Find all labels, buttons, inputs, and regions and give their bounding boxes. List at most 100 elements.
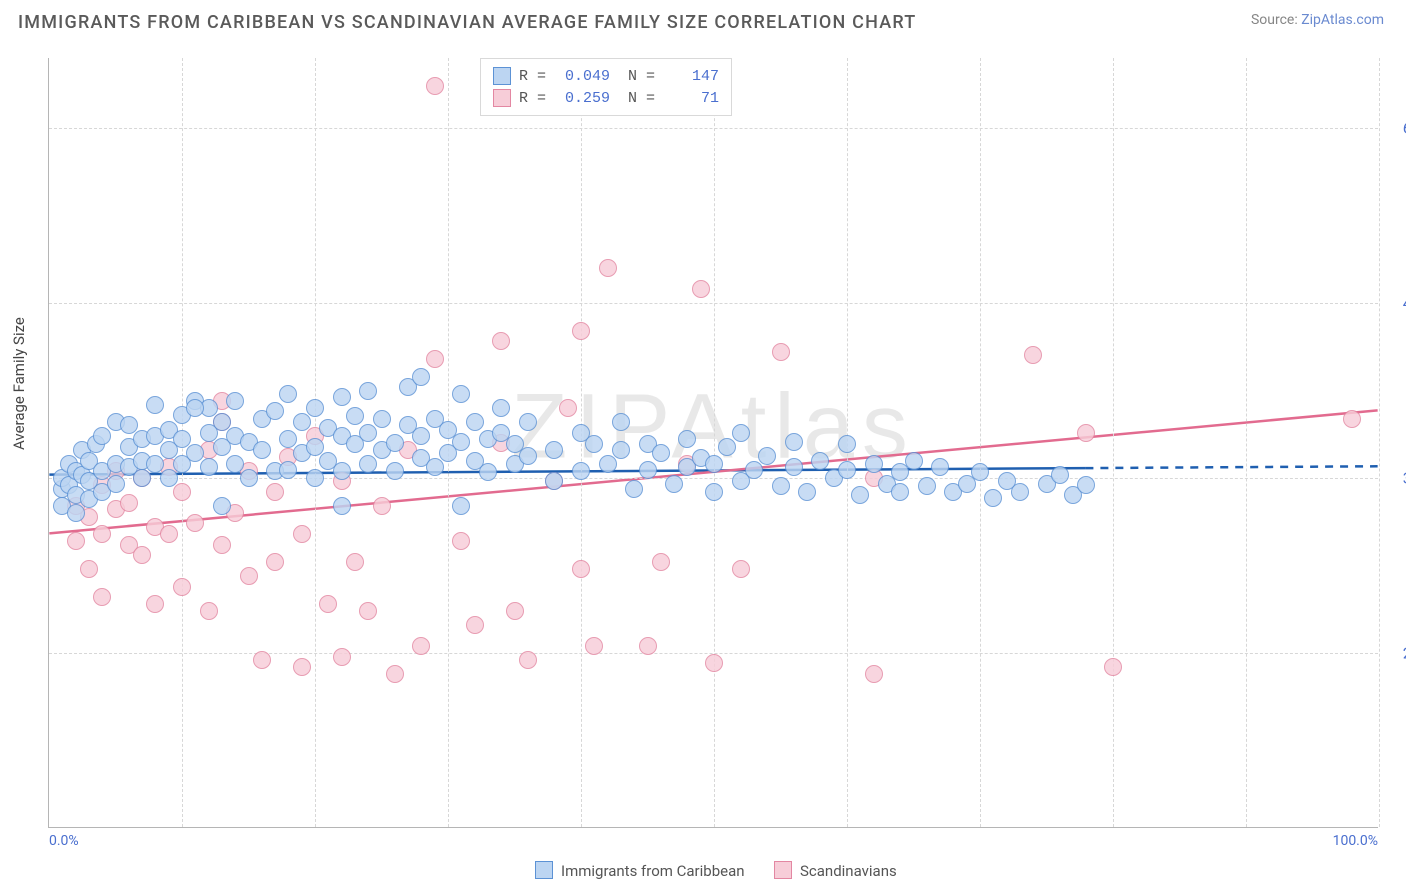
point-caribbean: [838, 461, 856, 479]
point-scandinavian: [266, 553, 284, 571]
point-scandinavian: [705, 654, 723, 672]
chart-title: IMMIGRANTS FROM CARIBBEAN VS SCANDINAVIA…: [18, 12, 916, 33]
point-caribbean: [732, 424, 750, 442]
point-scandinavian: [426, 77, 444, 95]
gridline-v: [581, 58, 582, 827]
point-scandinavian: [173, 483, 191, 501]
swatch-caribbean: [493, 67, 511, 85]
point-caribbean: [346, 407, 364, 425]
point-caribbean: [599, 455, 617, 473]
point-scandinavian: [1343, 410, 1361, 428]
point-scandinavian: [492, 332, 510, 350]
point-scandinavian: [732, 560, 750, 578]
source-label: Source: ZipAtlas.com: [1251, 12, 1384, 28]
point-scandinavian: [572, 560, 590, 578]
point-scandinavian: [599, 259, 617, 277]
point-scandinavian: [1024, 346, 1042, 364]
point-caribbean: [306, 399, 324, 417]
point-scandinavian: [93, 525, 111, 543]
point-caribbean: [412, 368, 430, 386]
point-caribbean: [984, 489, 1002, 507]
point-scandinavian: [253, 651, 271, 669]
point-scandinavian: [133, 546, 151, 564]
point-caribbean: [652, 444, 670, 462]
series-name-caribbean: Immigrants from Caribbean: [561, 862, 745, 880]
point-caribbean: [479, 463, 497, 481]
point-scandinavian: [173, 578, 191, 596]
point-caribbean: [1051, 466, 1069, 484]
correlation-legend: R = 0.049 N = 147 R = 0.259 N = 71: [480, 58, 732, 116]
point-scandinavian: [506, 602, 524, 620]
point-scandinavian: [373, 497, 391, 515]
point-caribbean: [785, 433, 803, 451]
point-caribbean: [373, 410, 391, 428]
point-caribbean: [625, 480, 643, 498]
point-caribbean: [891, 483, 909, 501]
point-caribbean: [107, 475, 125, 493]
swatch-scandinavian-bottom: [774, 861, 792, 879]
y-tick-label: 4.75: [1384, 294, 1406, 313]
point-caribbean: [612, 441, 630, 459]
point-scandinavian: [160, 525, 178, 543]
point-caribbean: [452, 497, 470, 515]
point-caribbean: [705, 455, 723, 473]
source-link[interactable]: ZipAtlas.com: [1301, 12, 1384, 28]
point-caribbean: [333, 388, 351, 406]
point-caribbean: [918, 477, 936, 495]
point-caribbean: [705, 483, 723, 501]
point-caribbean: [386, 434, 404, 452]
point-caribbean: [186, 399, 204, 417]
point-caribbean: [67, 504, 85, 522]
gridline-v: [714, 58, 715, 827]
point-caribbean: [359, 455, 377, 473]
point-caribbean: [585, 435, 603, 453]
point-scandinavian: [559, 399, 577, 417]
point-caribbean: [306, 469, 324, 487]
point-caribbean: [1077, 476, 1095, 494]
point-scandinavian: [186, 514, 204, 532]
y-axis-label: Average Family Size: [10, 317, 28, 450]
y-tick-label: 2.25: [1384, 644, 1406, 663]
point-scandinavian: [466, 616, 484, 634]
gridline-v: [448, 58, 449, 827]
point-caribbean: [905, 452, 923, 470]
swatch-scandinavian: [493, 89, 511, 107]
point-scandinavian: [213, 536, 231, 554]
point-scandinavian: [359, 602, 377, 620]
point-caribbean: [279, 385, 297, 403]
point-scandinavian: [146, 595, 164, 613]
point-caribbean: [745, 461, 763, 479]
point-caribbean: [293, 413, 311, 431]
point-scandinavian: [93, 588, 111, 606]
point-caribbean: [226, 455, 244, 473]
point-caribbean: [333, 497, 351, 515]
point-caribbean: [412, 427, 430, 445]
point-scandinavian: [1077, 424, 1095, 442]
point-scandinavian: [585, 637, 603, 655]
point-caribbean: [665, 475, 683, 493]
point-caribbean: [93, 427, 111, 445]
point-caribbean: [519, 447, 537, 465]
point-caribbean: [545, 472, 563, 490]
point-caribbean: [758, 447, 776, 465]
gridline-v: [1379, 58, 1380, 827]
point-caribbean: [146, 396, 164, 414]
point-scandinavian: [865, 665, 883, 683]
point-caribbean: [1011, 483, 1029, 501]
point-caribbean: [452, 433, 470, 451]
point-caribbean: [519, 413, 537, 431]
point-caribbean: [865, 455, 883, 473]
point-scandinavian: [67, 532, 85, 550]
point-caribbean: [612, 413, 630, 431]
point-caribbean: [359, 424, 377, 442]
series-name-scandinavian: Scandinavians: [800, 862, 897, 880]
point-caribbean: [811, 452, 829, 470]
point-scandinavian: [266, 483, 284, 501]
point-scandinavian: [120, 494, 138, 512]
point-caribbean: [266, 402, 284, 420]
point-caribbean: [838, 435, 856, 453]
scatter-plot: ZIPAtlas 2.253.504.756.000.0%100.0%: [48, 58, 1378, 828]
point-scandinavian: [639, 637, 657, 655]
y-tick-label: 6.00: [1384, 119, 1406, 138]
point-scandinavian: [772, 343, 790, 361]
